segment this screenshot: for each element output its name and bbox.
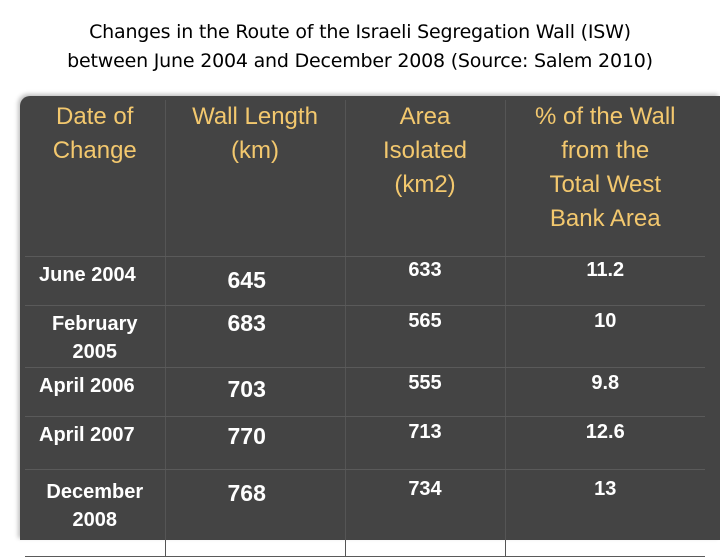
cell-percent: 12.6: [504, 416, 705, 470]
table-row: February 2005 683 565 10: [25, 305, 705, 368]
cell-area: 555: [344, 367, 505, 417]
cell-area: 633: [344, 256, 505, 306]
cell-length: 683: [164, 305, 345, 368]
cell-length: 645: [164, 256, 345, 306]
table-row: April 2007 770 713 12.6: [25, 416, 705, 470]
cell-date-line: December: [46, 481, 144, 503]
cell-date-line: April 2006: [39, 375, 135, 397]
header-date-line: Date of: [56, 103, 134, 130]
cell-length: 768: [164, 469, 345, 557]
title-line-1: Changes in the Route of the Israeli Segr…: [89, 21, 631, 43]
header-date: Date of Change: [25, 100, 165, 257]
header-date-line: Change: [52, 137, 137, 164]
header-percent-line: Bank Area: [549, 205, 661, 232]
cell-percent: 9.8: [504, 367, 705, 417]
table-header-row: Date of Change Wall Length (km) Area Iso…: [25, 100, 705, 257]
header-area-line: Area: [399, 103, 451, 130]
cell-date: June 2004: [25, 256, 165, 306]
cell-area: 713: [344, 416, 505, 470]
header-area: Area Isolated (km2): [344, 100, 505, 257]
cell-date-line: 2008: [72, 509, 118, 531]
cell-length: 770: [164, 416, 345, 470]
cell-length: 703: [164, 367, 345, 417]
header-percent: % of the Wall from the Total West Bank A…: [504, 100, 705, 257]
cell-date: February 2005: [25, 305, 165, 368]
wall-changes-table: Date of Change Wall Length (km) Area Iso…: [25, 100, 705, 557]
cell-date: December 2008: [25, 469, 165, 557]
cell-date-line: June 2004: [39, 264, 136, 286]
header-percent-line: % of the Wall: [535, 103, 676, 130]
header-length-line: Wall Length: [192, 103, 318, 130]
cell-area: 734: [344, 469, 505, 557]
header-area-line: (km2): [394, 171, 456, 198]
title-line-2: between June 2004 and December 2008 (Sou…: [67, 50, 653, 72]
header-percent-line: Total West: [549, 171, 662, 198]
cell-date-line: April 2007: [39, 424, 135, 446]
cell-date: April 2006: [25, 367, 165, 417]
header-length-line: (km): [231, 137, 279, 164]
cell-percent: 10: [504, 305, 705, 368]
cell-date: April 2007: [25, 416, 165, 470]
cell-percent: 11.2: [504, 256, 705, 306]
cell-date-line: 2005: [72, 341, 118, 363]
cell-area: 565: [344, 305, 505, 368]
header-area-line: Isolated: [382, 137, 468, 164]
header-percent-line: from the: [561, 137, 650, 164]
header-length: Wall Length (km): [164, 100, 345, 257]
cell-percent: 13: [504, 469, 705, 557]
table-row: December 2008 768 734 13: [25, 469, 705, 557]
table-row: June 2004 645 633 11.2: [25, 256, 705, 306]
cell-date-line: February: [51, 313, 138, 335]
table-row: April 2006 703 555 9.8: [25, 367, 705, 417]
slide-title: Changes in the Route of the Israeli Segr…: [0, 18, 720, 76]
